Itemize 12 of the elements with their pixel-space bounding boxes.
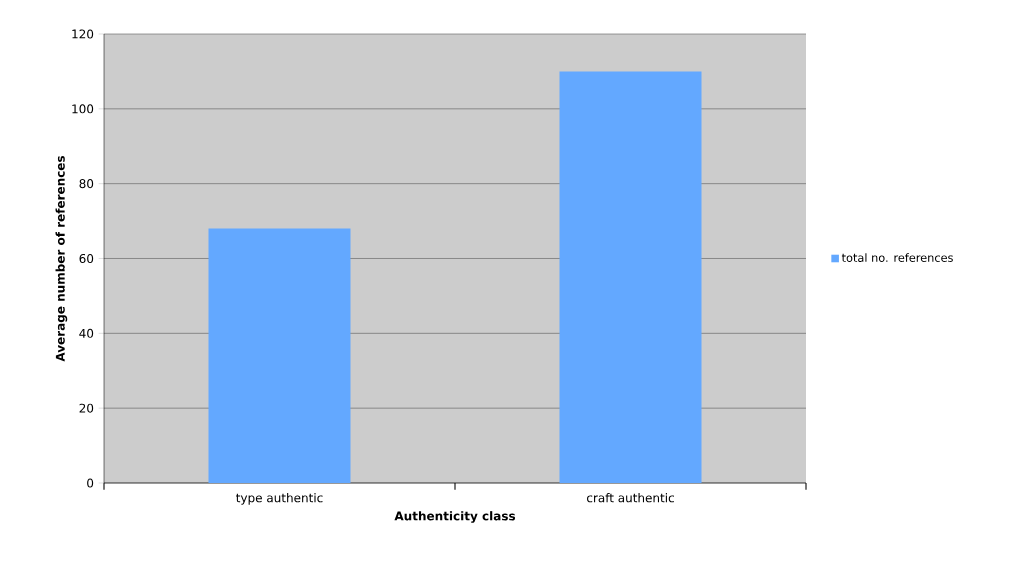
legend-label: total no. references [841,253,953,262]
y-tick-label: 80 [79,179,94,189]
x-tick-label: craft authentic [587,493,674,503]
y-tick-label: 60 [79,253,94,264]
y-tick-label: 20 [79,403,94,413]
y-tick-label: 100 [72,104,94,114]
y-tick-label: 120 [72,29,94,39]
y-axis-title: Average number of references [55,155,68,362]
y-tick-label: 40 [79,328,94,338]
y-tick-label: 0 [87,478,94,488]
x-axis-title: Authenticity class [394,511,516,523]
x-tick-label: type authentic [236,493,323,505]
